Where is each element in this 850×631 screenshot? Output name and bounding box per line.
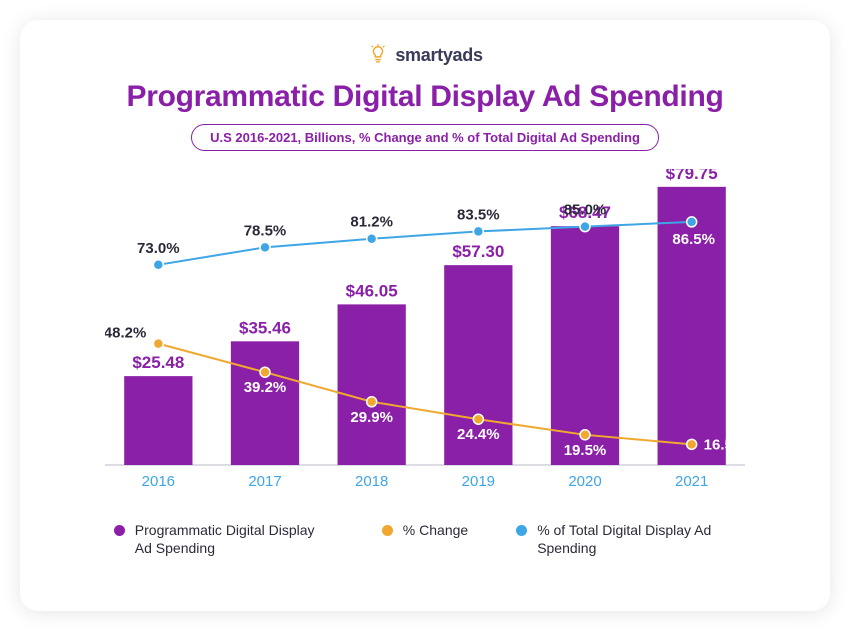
bar-value-label: $35.46	[239, 318, 291, 337]
chart-svg: $25.48$35.46$46.05$57.30$68.47$79.7573.0…	[105, 169, 745, 499]
legend-item: % of Total Digital Display Ad Spending	[516, 521, 736, 557]
series-value-label: 29.9%	[350, 409, 393, 426]
bar	[231, 341, 299, 465]
series-value-label: 24.4%	[457, 426, 500, 443]
x-axis-label: 2021	[638, 473, 745, 499]
x-axis-labels: 201620172018201920202021	[105, 473, 745, 499]
lightbulb-icon	[367, 44, 389, 66]
chart-area: $25.48$35.46$46.05$57.30$68.47$79.7573.0…	[105, 169, 745, 499]
series-marker	[580, 430, 590, 440]
x-axis-label: 2020	[532, 473, 639, 499]
legend-dot-icon	[516, 525, 527, 536]
brand-name: smartyads	[395, 45, 482, 66]
chart-title: Programmatic Digital Display Ad Spending	[60, 80, 790, 114]
bar	[658, 187, 726, 465]
series-value-label: 39.2%	[244, 379, 287, 396]
series-marker	[367, 397, 377, 407]
legend-label: % Change	[403, 521, 468, 539]
legend: Programmatic Digital Display Ad Spending…	[60, 521, 790, 557]
series-value-label: 19.5%	[564, 442, 607, 459]
chart-card: smartyads Programmatic Digital Display A…	[20, 20, 830, 611]
series-marker	[153, 339, 163, 349]
x-axis-label: 2018	[318, 473, 425, 499]
bar-value-label: $57.30	[452, 242, 504, 261]
series-value-label: 48.2%	[105, 325, 146, 342]
series-marker	[367, 234, 377, 244]
series-marker	[687, 439, 697, 449]
legend-dot-icon	[382, 525, 393, 536]
legend-item: % Change	[382, 521, 468, 557]
x-axis-label: 2016	[105, 473, 212, 499]
bar	[338, 304, 406, 465]
series-value-label: 83.5%	[457, 206, 500, 223]
legend-label: Programmatic Digital Display Ad Spending	[135, 521, 334, 557]
bar-value-label: $46.05	[346, 281, 398, 300]
series-value-label: 78.5%	[244, 222, 287, 239]
series-marker	[473, 414, 483, 424]
series-marker	[687, 217, 697, 227]
series-value-label: 86.5%	[672, 231, 715, 248]
x-axis-label: 2017	[212, 473, 319, 499]
series-value-label: 85.0%	[564, 202, 607, 219]
legend-label: % of Total Digital Display Ad Spending	[537, 521, 736, 557]
x-axis-label: 2019	[425, 473, 532, 499]
bar-value-label: $25.48	[132, 353, 184, 372]
series-marker	[153, 260, 163, 270]
legend-item: Programmatic Digital Display Ad Spending	[114, 521, 334, 557]
series-value-label: 73.0%	[137, 240, 180, 257]
bar-value-label: $79.75	[666, 169, 718, 183]
legend-dot-icon	[114, 525, 125, 536]
series-marker	[580, 222, 590, 232]
series-marker	[260, 242, 270, 252]
series-marker	[473, 226, 483, 236]
brand-logo: smartyads	[60, 44, 790, 66]
chart-subtitle: U.S 2016-2021, Billions, % Change and % …	[191, 124, 659, 151]
bar	[124, 376, 192, 465]
series-value-label: 16.5%	[704, 436, 745, 453]
series-value-label: 81.2%	[350, 214, 393, 231]
series-marker	[260, 367, 270, 377]
